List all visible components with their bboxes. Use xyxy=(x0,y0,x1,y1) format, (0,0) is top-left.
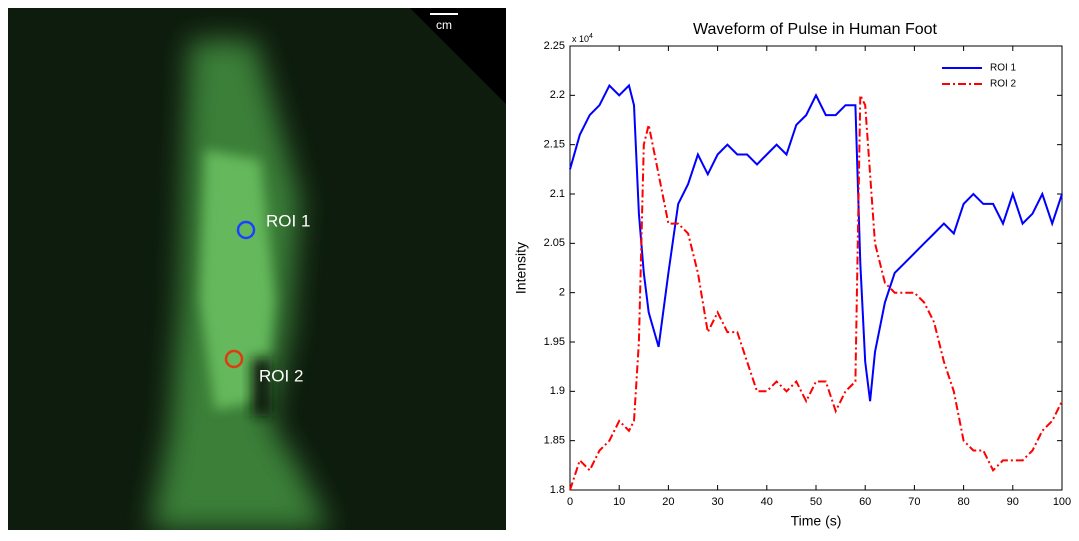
x-tick-label: 80 xyxy=(957,496,969,508)
x-tick-label: 0 xyxy=(567,496,573,508)
y-multiplier: x 104 xyxy=(572,33,593,45)
x-tick-label: 100 xyxy=(1053,496,1071,508)
y-tick-label: 2.2 xyxy=(550,89,565,101)
x-tick-label: 90 xyxy=(1007,496,1019,508)
x-tick-label: 20 xyxy=(662,496,674,508)
y-tick-label: 1.9 xyxy=(550,385,565,397)
y-tick-label: 2.1 xyxy=(550,188,565,200)
legend-label: ROI 2 xyxy=(990,79,1017,90)
y-tick-label: 2 xyxy=(559,287,565,299)
y-tick-label: 1.8 xyxy=(550,484,565,496)
scale-label: cm xyxy=(436,18,452,32)
x-tick-label: 10 xyxy=(613,496,625,508)
y-tick-label: 1.85 xyxy=(544,435,565,447)
y-tick-label: 2.25 xyxy=(544,40,565,52)
y-axis-label: Intensity xyxy=(513,242,529,294)
legend-label: ROI 1 xyxy=(990,63,1017,74)
series-line xyxy=(569,94,1063,491)
roi-label: ROI 2 xyxy=(259,366,303,385)
multiplier-exponent: 4 xyxy=(589,33,593,40)
roi-label: ROI 1 xyxy=(266,211,310,230)
multiplier-base: x 10 xyxy=(572,34,589,44)
x-tick-label: 30 xyxy=(711,496,723,508)
x-tick-label: 40 xyxy=(761,496,773,508)
x-tick-label: 60 xyxy=(859,496,871,508)
chart: Waveform of Pulse in Human Foot Time (s)… xyxy=(513,21,1071,528)
x-tick-label: 70 xyxy=(908,496,920,508)
chart-title: Waveform of Pulse in Human Foot xyxy=(693,21,938,38)
y-tick-label: 2.15 xyxy=(544,139,565,151)
y-tick-label: 1.95 xyxy=(544,336,565,348)
series-line xyxy=(569,83,1063,402)
y-tick-label: 2.05 xyxy=(544,237,565,249)
fluorescence-image: cm ROI 1 ROI 2 xyxy=(8,8,506,530)
x-tick-label: 50 xyxy=(810,496,822,508)
x-axis-label: Time (s) xyxy=(791,513,842,529)
